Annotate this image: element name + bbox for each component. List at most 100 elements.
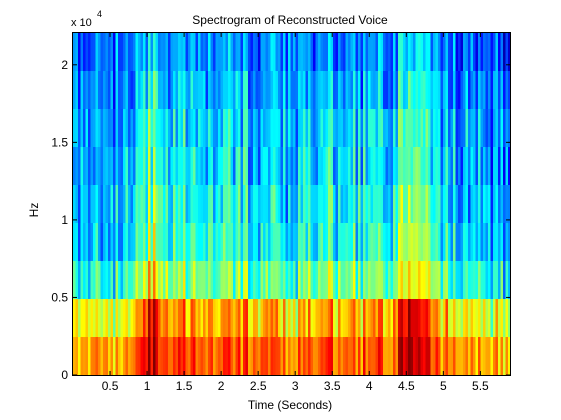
heatmap-cell bbox=[458, 261, 461, 299]
heatmap-cell bbox=[160, 261, 164, 299]
heatmap-cell bbox=[408, 223, 411, 261]
heatmap-cell bbox=[370, 337, 374, 375]
heatmap-cell bbox=[83, 261, 86, 299]
heatmap-cell bbox=[345, 33, 349, 71]
heatmap-cell bbox=[270, 33, 274, 71]
heatmap-cell bbox=[330, 337, 334, 375]
heatmap-cell bbox=[358, 147, 361, 185]
heatmap-cell bbox=[508, 261, 511, 299]
heatmap-cell bbox=[408, 33, 411, 71]
heatmap-cell bbox=[210, 299, 214, 337]
heatmap-cell bbox=[233, 109, 236, 147]
heatmap-cell bbox=[258, 185, 261, 223]
heatmap-cell bbox=[363, 337, 366, 375]
heatmap-cell bbox=[323, 71, 326, 109]
heatmap-cell bbox=[258, 71, 261, 109]
heatmap-cell bbox=[348, 71, 351, 109]
heatmap-cell bbox=[460, 185, 464, 223]
heatmap-cell bbox=[255, 261, 259, 299]
heatmap-cell bbox=[288, 337, 291, 375]
heatmap-cell bbox=[260, 299, 264, 337]
heatmap-cell bbox=[283, 261, 286, 299]
heatmap-cell bbox=[353, 147, 356, 185]
heatmap-cell bbox=[83, 185, 86, 223]
heatmap-cell bbox=[280, 71, 284, 109]
heatmap-cell bbox=[105, 337, 109, 375]
heatmap-cell bbox=[398, 33, 401, 71]
heatmap-cell bbox=[160, 147, 164, 185]
heatmap-cell bbox=[78, 109, 81, 147]
heatmap-cell bbox=[463, 299, 466, 337]
heatmap-cell bbox=[158, 147, 161, 185]
heatmap-cell bbox=[388, 299, 391, 337]
heatmap-cell bbox=[293, 299, 296, 337]
heatmap-cell bbox=[500, 71, 504, 109]
heatmap-cell bbox=[400, 185, 404, 223]
heatmap-cell bbox=[150, 185, 154, 223]
heatmap-cell bbox=[398, 261, 401, 299]
heatmap-cell bbox=[128, 71, 131, 109]
heatmap-cell bbox=[410, 261, 414, 299]
heatmap-cell bbox=[163, 337, 166, 375]
heatmap-cell bbox=[488, 109, 491, 147]
heatmap-cell bbox=[205, 299, 209, 337]
heatmap-cell bbox=[338, 337, 341, 375]
heatmap-cell bbox=[473, 261, 476, 299]
heatmap-cell bbox=[243, 299, 246, 337]
heatmap-cell bbox=[85, 261, 89, 299]
heatmap-cell bbox=[403, 185, 406, 223]
heatmap-cell bbox=[180, 337, 184, 375]
heatmap-cell bbox=[388, 109, 391, 147]
heatmap-cell bbox=[478, 185, 481, 223]
heatmap-cell bbox=[348, 223, 351, 261]
heatmap-cell bbox=[295, 337, 299, 375]
heatmap-cell bbox=[430, 71, 434, 109]
heatmap-cell bbox=[138, 147, 141, 185]
heatmap-cell bbox=[505, 109, 509, 147]
heatmap-cell bbox=[258, 109, 261, 147]
heatmap-cell bbox=[290, 299, 294, 337]
heatmap-cell bbox=[350, 223, 354, 261]
x-tick-label: 4.5 bbox=[398, 379, 415, 393]
heatmap-cell bbox=[405, 223, 409, 261]
heatmap-cell bbox=[88, 337, 91, 375]
heatmap-cell bbox=[308, 185, 311, 223]
heatmap-cell bbox=[263, 185, 266, 223]
heatmap-cell bbox=[138, 261, 141, 299]
heatmap-cell bbox=[108, 337, 111, 375]
heatmap-cell bbox=[95, 223, 99, 261]
x-tick-label: 5.5 bbox=[472, 379, 489, 393]
heatmap-cell bbox=[268, 33, 271, 71]
heatmap-cell bbox=[413, 33, 416, 71]
heatmap-cell bbox=[110, 109, 114, 147]
heatmap-cell bbox=[320, 299, 324, 337]
heatmap-cell bbox=[140, 109, 144, 147]
heatmap-cell bbox=[318, 71, 321, 109]
heatmap-cell bbox=[338, 147, 341, 185]
heatmap-cell bbox=[483, 109, 486, 147]
heatmap-cell bbox=[455, 185, 459, 223]
heatmap-cell bbox=[498, 223, 501, 261]
heatmap-cell bbox=[220, 223, 224, 261]
heatmap-cell bbox=[445, 147, 449, 185]
heatmap-cell bbox=[443, 33, 446, 71]
heatmap-cell bbox=[305, 33, 309, 71]
heatmap-cell bbox=[220, 261, 224, 299]
heatmap-cell bbox=[463, 147, 466, 185]
heatmap-cell bbox=[473, 223, 476, 261]
heatmap-cell bbox=[108, 33, 111, 71]
heatmap-cell bbox=[270, 299, 274, 337]
heatmap-cell bbox=[220, 337, 224, 375]
heatmap-cell bbox=[95, 71, 99, 109]
heatmap-cell bbox=[453, 33, 456, 71]
heatmap-cell bbox=[158, 223, 161, 261]
heatmap-cell bbox=[165, 147, 169, 185]
heatmap-cell bbox=[238, 185, 241, 223]
heatmap-cell bbox=[220, 185, 224, 223]
heatmap-cell bbox=[120, 185, 124, 223]
heatmap-cell bbox=[350, 299, 354, 337]
heatmap-cell bbox=[240, 33, 244, 71]
heatmap-cell bbox=[343, 261, 346, 299]
heatmap-cell bbox=[450, 299, 454, 337]
heatmap-cell bbox=[108, 223, 111, 261]
